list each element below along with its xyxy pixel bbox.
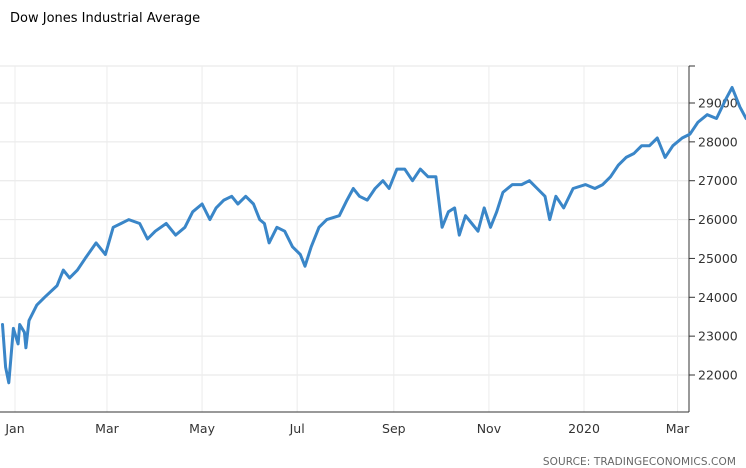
series-line (1, 86, 746, 385)
y-tick-label: 28000 (698, 134, 738, 149)
x-tick-label: Sep (382, 421, 406, 436)
x-tick-label: Mar (666, 421, 690, 436)
y-tick-label: 27000 (698, 173, 738, 188)
y-tick-label: 25000 (698, 251, 738, 266)
chart-title: Dow Jones Industrial Average (10, 11, 201, 26)
y-tick-label: 24000 (698, 290, 738, 305)
y-tick-label: 22000 (698, 368, 738, 383)
x-tick-label: 2020 (568, 421, 600, 436)
y-tick-label: 26000 (698, 212, 738, 227)
x-tick-label: May (189, 421, 215, 436)
y-tick-label: 23000 (698, 329, 738, 344)
y-tick-label: 29000 (698, 96, 738, 111)
x-tick-label: Jan (4, 421, 24, 436)
x-tick-label: Nov (477, 421, 502, 436)
x-tick-label: Jul (289, 421, 305, 436)
source-note: SOURCE: TRADINGECONOMICS.COM (542, 456, 736, 468)
x-tick-label: Mar (95, 421, 119, 436)
